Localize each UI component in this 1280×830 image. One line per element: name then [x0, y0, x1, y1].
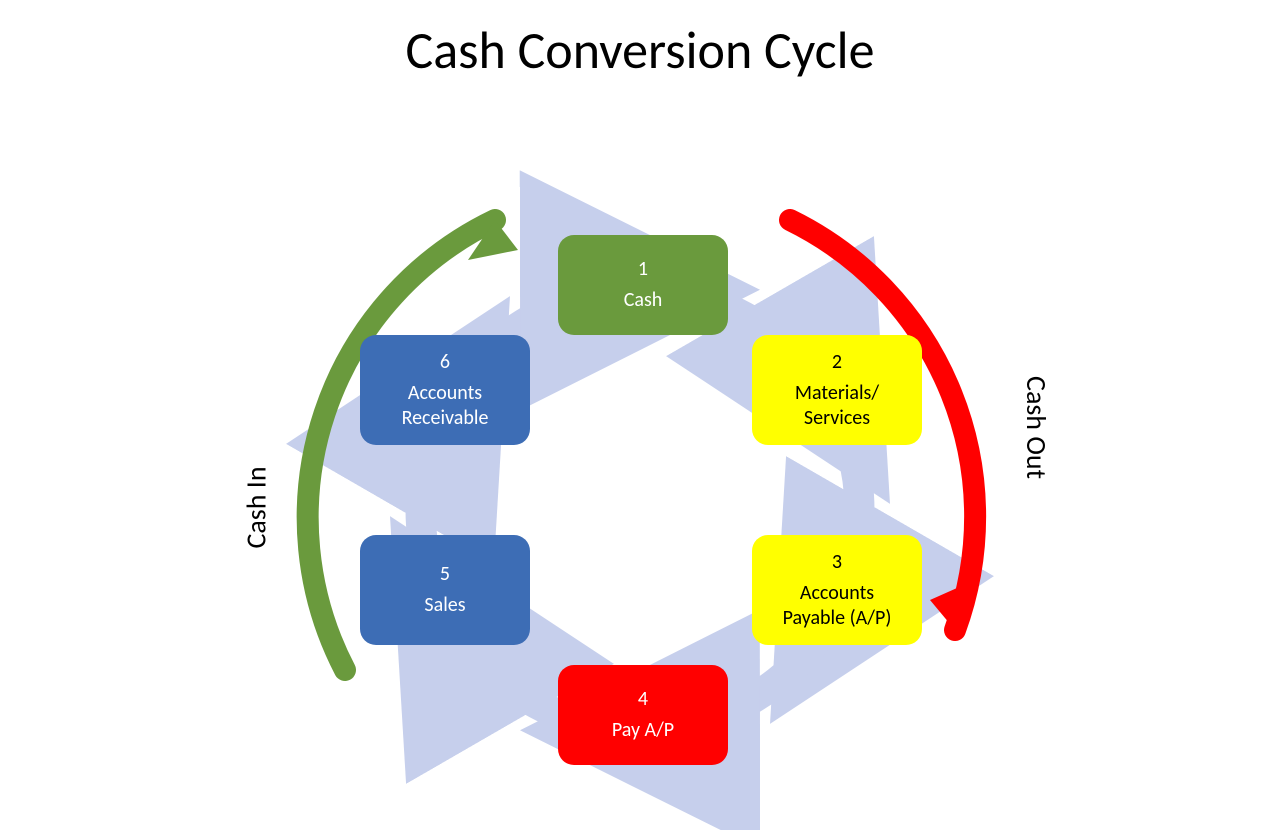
- cash-out-arrowhead: [930, 580, 975, 630]
- node-label: Accounts Receivable: [402, 381, 489, 431]
- cycle-node-5: 5 Sales: [360, 535, 530, 645]
- cycle-node-1: 1 Cash: [558, 235, 728, 335]
- cycle-diagram: 1 Cash 2 Materials/ Services 3 Accounts Payab…: [0, 110, 1280, 710]
- cycle-node-4: 4 Pay A/P: [558, 665, 728, 765]
- node-number: 1: [638, 257, 648, 282]
- node-number: 6: [440, 350, 450, 375]
- node-label: Accounts Payable (A/P): [783, 581, 892, 631]
- cycle-node-6: 6 Accounts Receivable: [360, 335, 530, 445]
- node-label: Cash: [624, 288, 663, 313]
- node-label: Materials/ Services: [795, 381, 879, 431]
- cash-in-arrowhead: [468, 220, 518, 260]
- node-number: 5: [440, 562, 450, 587]
- node-number: 2: [832, 350, 842, 375]
- cycle-node-2: 2 Materials/ Services: [752, 335, 922, 445]
- page-title: Cash Conversion Cycle: [0, 18, 1280, 82]
- node-label: Sales: [424, 593, 465, 618]
- cycle-node-3: 3 Accounts Payable (A/P): [752, 535, 922, 645]
- node-number: 3: [832, 550, 842, 575]
- cash-out-label: Cash Out: [1019, 376, 1054, 479]
- node-label: Pay A/P: [612, 718, 674, 743]
- node-number: 4: [638, 687, 648, 712]
- cash-in-label: Cash In: [239, 466, 274, 548]
